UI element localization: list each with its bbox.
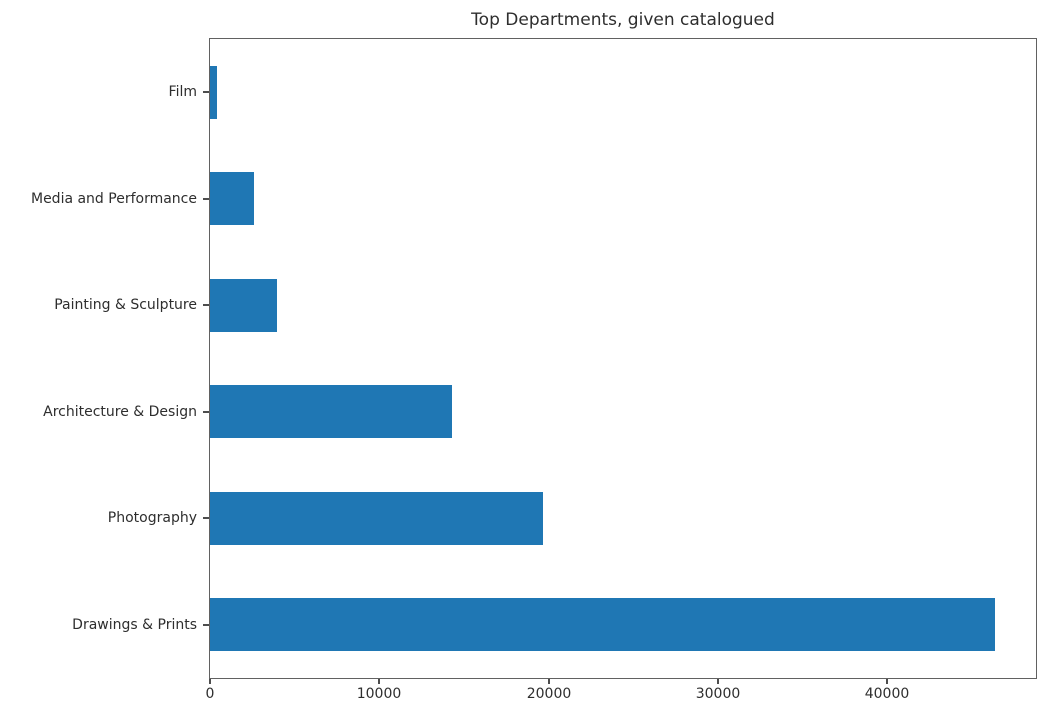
y-tick-mark [203,304,209,306]
bar [210,172,254,225]
bar [210,598,995,651]
x-tick-label: 30000 [695,686,741,702]
y-tick-label: Film [168,84,197,100]
y-tick-mark [203,624,209,626]
y-tick-mark [203,91,209,93]
y-tick-label: Photography [107,510,197,526]
y-tick-label: Architecture & Design [43,404,197,420]
x-tick-label: 0 [205,686,215,702]
y-tick-label: Painting & Sculpture [54,297,197,313]
bar [210,66,217,119]
y-tick-mark [203,517,209,519]
x-tick-label: 20000 [526,686,572,702]
x-tick-label: 40000 [864,686,910,702]
x-tick-mark [886,679,888,684]
y-tick-mark [203,411,209,413]
bar [210,385,452,438]
y-tick-label: Media and Performance [30,191,197,207]
x-tick-mark [378,679,380,684]
bar [210,492,543,545]
x-tick-mark [209,679,211,684]
bar [210,279,277,332]
x-tick-label: 10000 [356,686,402,702]
y-tick-label: Drawings & Prints [72,617,197,633]
plot-area [209,38,1037,679]
chart-title: Top Departments, given catalogued [471,10,775,30]
x-tick-mark [717,679,719,684]
y-tick-mark [203,198,209,200]
x-tick-mark [548,679,550,684]
